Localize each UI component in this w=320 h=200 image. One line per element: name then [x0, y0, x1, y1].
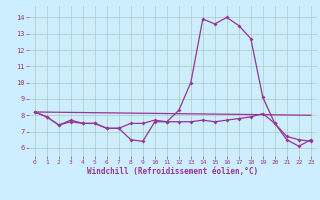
X-axis label: Windchill (Refroidissement éolien,°C): Windchill (Refroidissement éolien,°C) [87, 167, 258, 176]
